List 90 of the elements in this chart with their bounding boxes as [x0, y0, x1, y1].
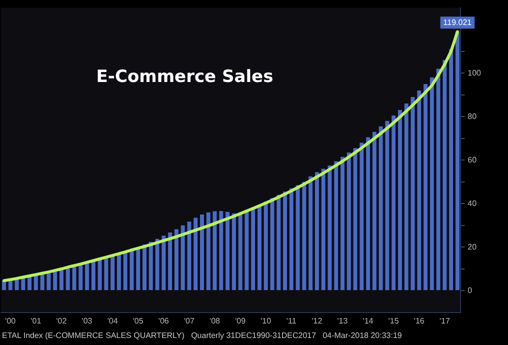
bar — [328, 166, 332, 290]
x-tick-label: '05 — [132, 316, 144, 326]
bar — [123, 252, 128, 290]
bar — [206, 212, 210, 290]
bar — [66, 268, 70, 290]
bar — [168, 232, 172, 290]
bar — [162, 236, 166, 290]
x-tick-label: '08 — [210, 316, 221, 326]
y-tick-label: 60 — [468, 155, 478, 164]
bar — [34, 275, 38, 290]
bar — [449, 49, 454, 290]
bar — [283, 192, 287, 290]
bar — [136, 247, 140, 290]
bar — [321, 168, 326, 290]
bar — [442, 60, 447, 290]
bar — [60, 270, 64, 290]
bar — [78, 265, 83, 290]
bar — [417, 90, 422, 290]
bar — [378, 126, 383, 290]
bar — [360, 142, 364, 290]
x-tick-label: '17 — [439, 316, 450, 326]
x-tick-label: '07 — [184, 316, 195, 326]
x-tick-label: '01 — [30, 316, 42, 326]
bar — [85, 264, 90, 290]
bar — [372, 132, 376, 290]
bar — [180, 225, 185, 290]
x-tick-label: '04 — [107, 316, 118, 326]
bar — [308, 176, 313, 290]
x-tick-label: '16 — [414, 316, 425, 326]
y-tick-label: 0 — [468, 286, 473, 295]
x-tick-label: '15 — [388, 316, 400, 326]
bar — [334, 161, 338, 290]
bar — [142, 244, 146, 290]
bar — [40, 274, 44, 290]
bar — [340, 156, 344, 290]
bar — [302, 182, 306, 290]
x-tick-label: '14 — [362, 316, 374, 326]
y-tick-label: 100 — [468, 68, 482, 78]
bar — [430, 77, 434, 290]
bar — [264, 201, 268, 290]
bar — [436, 68, 440, 290]
bar — [46, 273, 51, 290]
bar — [314, 172, 319, 290]
bar — [116, 254, 121, 290]
x-tick-label: '03 — [82, 316, 93, 326]
x-tick-label: '11 — [286, 316, 297, 326]
bar — [404, 104, 408, 290]
bar — [232, 213, 236, 290]
bar — [251, 208, 256, 290]
y-tick-label: 40 — [468, 198, 478, 208]
bar — [110, 256, 115, 290]
y-tick-label: 20 — [468, 242, 478, 252]
bar — [346, 152, 351, 290]
bar — [238, 212, 242, 290]
text: E-Commerce Sales — [96, 67, 274, 88]
bar — [398, 110, 402, 290]
bar — [392, 116, 396, 290]
bar — [424, 84, 428, 290]
bar — [194, 218, 198, 290]
bar — [219, 211, 224, 290]
bar — [455, 32, 460, 290]
bar — [28, 276, 32, 290]
x-tick-label: '06 — [158, 316, 170, 326]
bar — [257, 204, 262, 290]
bar — [385, 120, 390, 290]
x-tick-label: '00 — [5, 316, 16, 326]
x-tick-label: '10 — [260, 316, 272, 326]
bar — [289, 188, 294, 290]
x-tick-label: '13 — [337, 316, 348, 326]
bar — [174, 229, 178, 290]
bar — [155, 238, 160, 290]
bar — [244, 210, 249, 290]
bar — [226, 212, 230, 290]
data-label: 119.021 — [443, 18, 472, 27]
bar — [296, 185, 300, 290]
bar — [200, 214, 204, 290]
bar — [366, 137, 370, 290]
bar — [104, 258, 108, 290]
y-tick-label: 80 — [468, 112, 478, 121]
bar — [98, 260, 102, 290]
bar — [276, 194, 281, 290]
x-tick-label: '12 — [312, 316, 323, 326]
bar — [148, 242, 153, 290]
bar — [91, 262, 96, 290]
bar — [187, 222, 192, 290]
text: ETAL Index (E-COMMERCE SALES QUARTERLY) Quarterly 31DEC1990-31DEC2017 04-Mar-2018 20:33:19 — [2, 331, 402, 340]
x-tick-label: '09 — [235, 316, 246, 326]
bar — [53, 272, 58, 290]
bar — [353, 148, 358, 290]
x-tick-label: '02 — [56, 316, 68, 326]
